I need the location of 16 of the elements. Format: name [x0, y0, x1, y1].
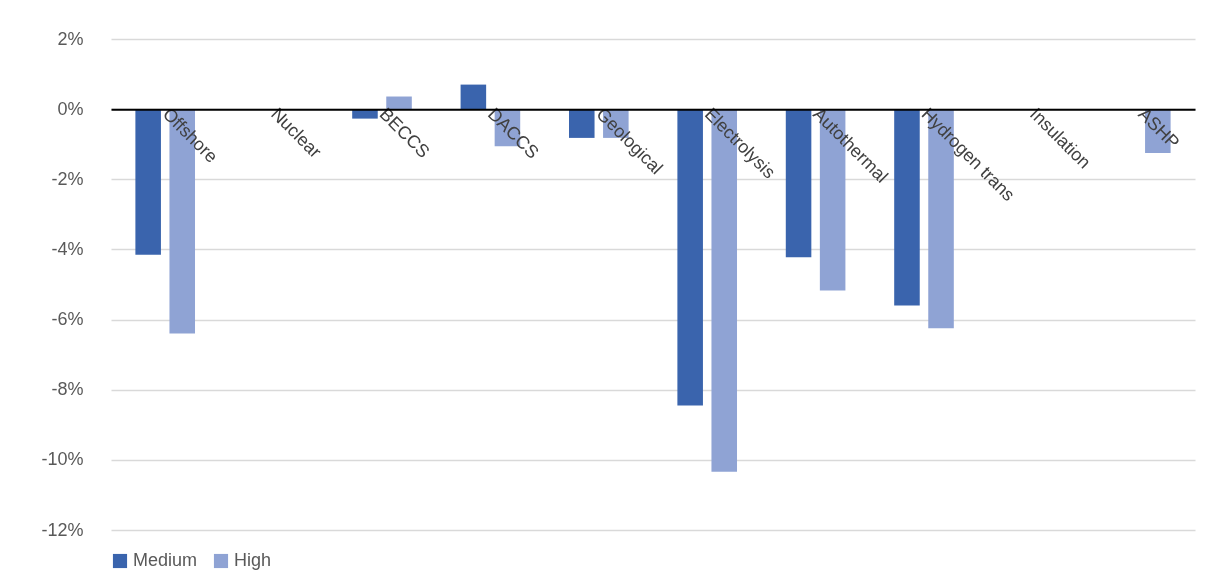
- bar: [568, 109, 595, 138]
- y-tick-label: -8%: [51, 379, 84, 400]
- y-tick-label: -2%: [51, 168, 84, 189]
- legend-label: High: [234, 550, 272, 570]
- bar: [135, 109, 161, 255]
- bar: [894, 109, 920, 306]
- bar: [460, 84, 487, 110]
- bar: [677, 109, 703, 406]
- y-tick-label: -12%: [41, 519, 84, 540]
- y-tick-label: -4%: [51, 238, 84, 259]
- legend-label: Medium: [133, 550, 198, 570]
- y-tick-label: -6%: [51, 309, 84, 330]
- y-tick-label: 0%: [57, 98, 84, 119]
- y-tick-label: -10%: [41, 449, 84, 470]
- bar: [785, 109, 812, 258]
- y-tick-label: 2%: [57, 28, 84, 49]
